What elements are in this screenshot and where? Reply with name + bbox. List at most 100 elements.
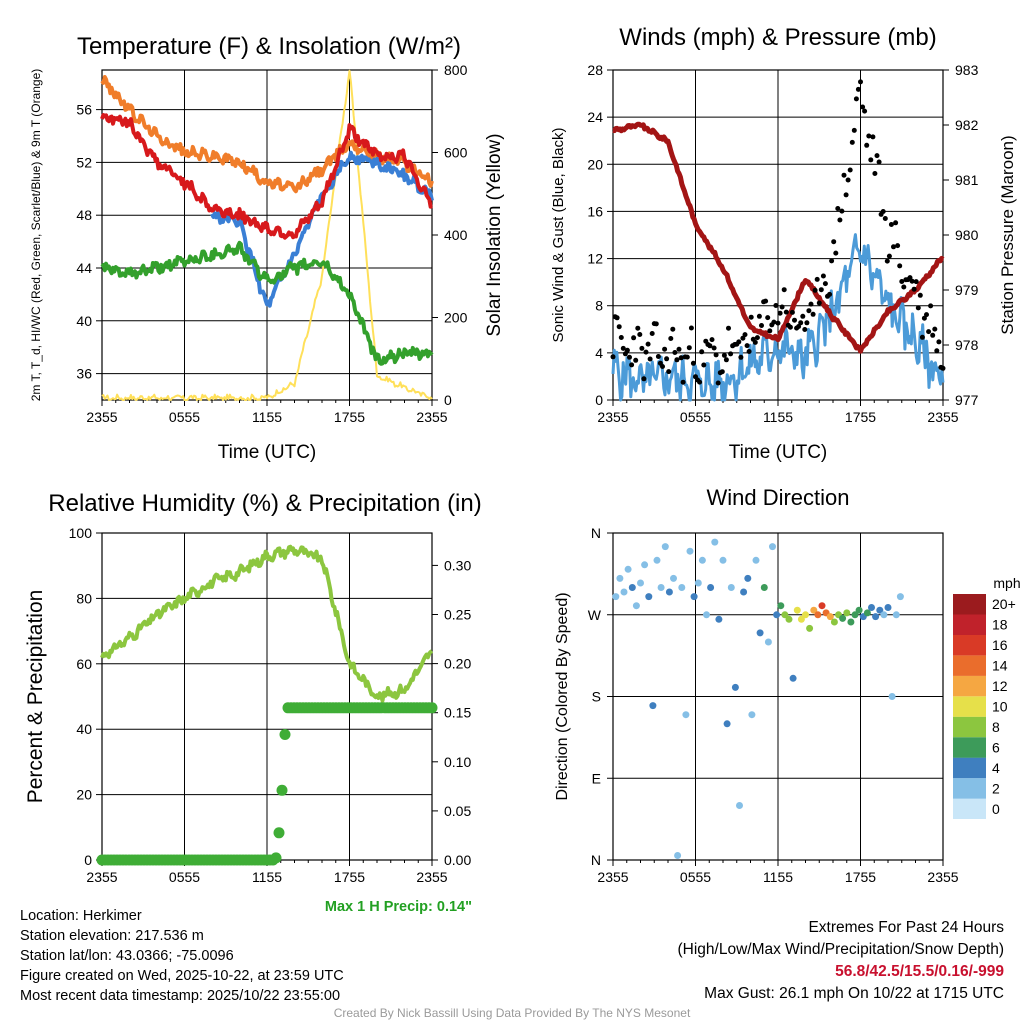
colorbar-label: 6	[992, 739, 1000, 755]
gust-point	[610, 354, 616, 360]
gust-point	[858, 79, 863, 85]
gust-point	[909, 278, 915, 284]
direction-point	[863, 609, 871, 617]
gust-point	[831, 239, 837, 245]
gust-point	[616, 324, 622, 330]
gust-point	[860, 104, 866, 110]
gust-point	[839, 208, 845, 214]
gust-point	[742, 332, 748, 338]
direction-point	[781, 611, 789, 619]
colorbar-swatch	[953, 614, 986, 635]
gust-point	[781, 287, 787, 293]
direction-point	[628, 584, 636, 591]
direction-point	[868, 604, 875, 611]
gust-point	[627, 354, 632, 360]
direction-point	[806, 624, 814, 632]
y2-tick-label: 0.25	[444, 607, 471, 623]
x-tick-label: 2355	[416, 409, 447, 425]
colorbar-swatch	[953, 737, 986, 758]
gust-point	[662, 346, 668, 352]
y-tick-label: 44	[76, 260, 92, 276]
station-latlon: Station lat/lon: 43.0366; -75.0096	[20, 948, 234, 964]
y2-tick-label: 981	[955, 172, 979, 188]
y-tick-label: N	[591, 525, 601, 541]
x-tick-label: 1155	[252, 869, 282, 885]
gust-point	[614, 315, 620, 321]
direction-point	[649, 702, 657, 710]
gust-point	[845, 177, 851, 183]
y-tick-label: 56	[76, 102, 92, 118]
gust-point	[862, 108, 868, 114]
gust-point	[851, 127, 857, 133]
gust-point	[806, 308, 812, 314]
gust-point	[870, 134, 876, 140]
colorbar-label: 2	[992, 780, 1000, 796]
gust-point	[744, 343, 750, 349]
gust-point	[818, 287, 824, 293]
direction-point	[876, 606, 884, 614]
direction-point	[888, 693, 896, 700]
direction-point	[785, 615, 793, 623]
y2-tick-label: 982	[955, 117, 979, 133]
gust-point	[666, 369, 672, 375]
direction-point	[686, 547, 694, 555]
gust-point	[814, 276, 820, 282]
gust-point	[676, 346, 682, 352]
x-tick-label: 2355	[927, 409, 958, 425]
y-tick-label: E	[592, 770, 601, 786]
chart-title: Relative Humidity (%) & Precipitation (i…	[48, 490, 481, 517]
gust-point	[835, 206, 841, 211]
direction-point	[810, 606, 818, 614]
gust-point	[690, 360, 696, 366]
x-tick-label: 0555	[680, 869, 711, 885]
gust-point	[697, 379, 703, 385]
gust-point	[874, 153, 880, 159]
direction-point	[661, 543, 669, 551]
direction-point	[707, 584, 715, 591]
direction-point	[711, 538, 719, 546]
gust-point	[934, 348, 940, 354]
precip-point	[276, 784, 288, 796]
gust-point	[853, 96, 859, 102]
y2-tick-label: 800	[444, 62, 468, 78]
direction-point	[678, 584, 686, 591]
gust-point	[684, 354, 690, 360]
chart-title: Wind Direction	[706, 485, 849, 510]
x-tick-label: 2355	[86, 869, 117, 885]
direction-point	[715, 615, 723, 623]
direction-point	[674, 852, 682, 859]
colorbar-swatch	[953, 716, 986, 738]
panel-3	[96, 532, 438, 866]
gust-point	[804, 320, 810, 326]
direction-point	[645, 593, 653, 601]
gust-point	[847, 167, 853, 173]
gust-point	[629, 362, 635, 368]
x-tick-label: 2355	[597, 869, 628, 885]
gust-point	[792, 317, 797, 323]
y-tick-label: 80	[76, 590, 92, 606]
y2-tick-label: 980	[955, 227, 979, 243]
gust-point	[620, 345, 626, 351]
y2-tick-label: 0.30	[444, 557, 471, 573]
gust-point	[913, 279, 919, 285]
y2-tick-label: 600	[444, 145, 468, 161]
direction-point	[694, 579, 702, 587]
direction-point	[632, 602, 640, 610]
colorbar-label: 14	[992, 658, 1008, 674]
gust-point	[866, 133, 872, 139]
direction-point	[880, 611, 888, 619]
gust-point	[719, 369, 725, 375]
direction-point	[653, 556, 661, 564]
gust-point	[643, 349, 649, 355]
x-tick-label: 0555	[169, 869, 200, 885]
gust-point	[723, 357, 729, 363]
colorbar-swatch	[953, 757, 986, 779]
gust-point	[837, 217, 843, 223]
gust-point	[726, 325, 731, 331]
gust-point	[777, 310, 783, 316]
y-tick-label: 48	[76, 207, 92, 223]
gust-point	[711, 345, 717, 351]
x-tick-label: 0555	[680, 409, 711, 425]
colorbar-label: 18	[992, 617, 1008, 633]
direction-point	[624, 565, 632, 573]
